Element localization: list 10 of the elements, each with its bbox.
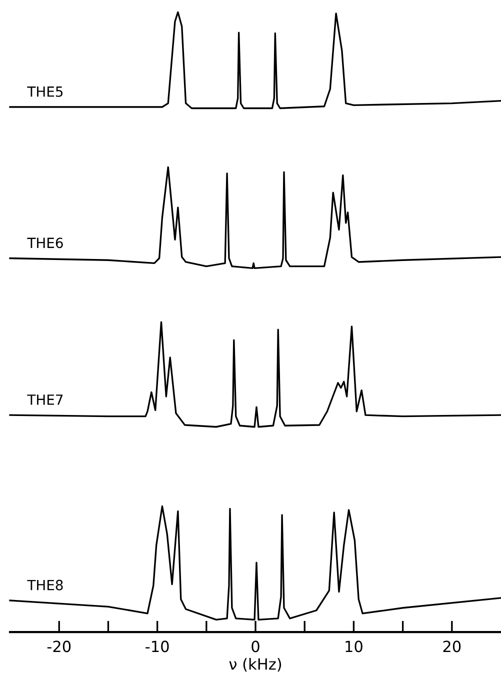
x-axis-title: ν (kHz) [229,658,282,672]
series-label: THE8 [27,580,63,590]
x-tick-label: 0 [252,640,260,652]
x-tick-label: -20 [47,640,71,652]
x-tick-label: -10 [146,640,169,652]
x-tick-label: 20 [443,640,461,652]
series-label: THE7 [27,394,63,405]
series-label: THE6 [27,238,63,248]
x-tick-label: 10 [346,640,362,652]
series-label: THE5 [27,86,63,97]
